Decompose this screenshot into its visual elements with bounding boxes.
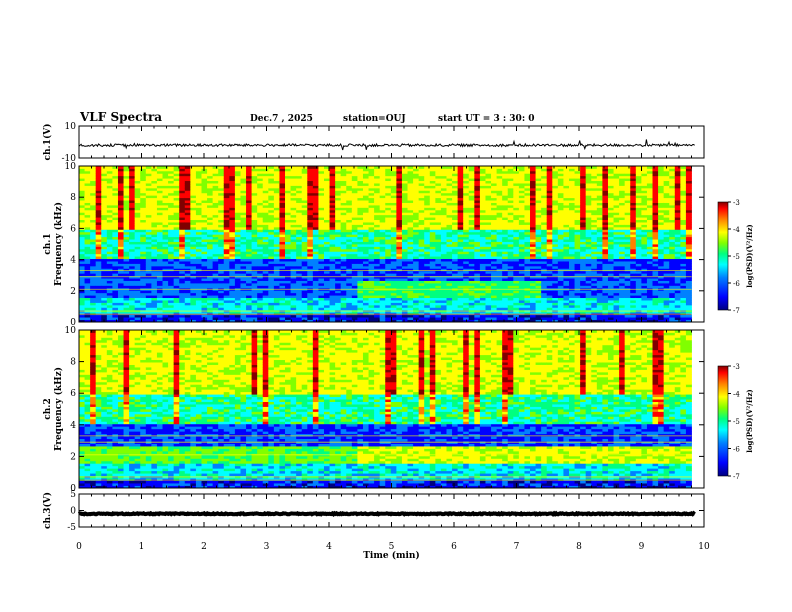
xaxis-tick-label: 0: [76, 542, 82, 552]
ch2-spectrogram-ylabel: ch.2: [43, 398, 53, 419]
ch2-spectrogram-cells: [79, 330, 692, 489]
station-label: station=OUJ: [343, 114, 406, 124]
ch1-spectrogram-ytick-label: 0: [70, 318, 76, 328]
xaxis-tick-label: 4: [326, 542, 332, 552]
ch1-waveform-trace: [78, 139, 695, 151]
ch2-spectrogram-colorbar: [717, 365, 729, 477]
ch2-spectrogram-colorbar-tick-label: -5: [733, 418, 740, 426]
date-label: Dec.7 , 2025: [250, 114, 313, 124]
ch1-spectrogram-colorbar-label: log(PSD)(V²/Hz): [745, 224, 754, 288]
ch3-waveform-ylabel: ch.3(V): [42, 492, 53, 529]
xaxis-tick-label: 1: [139, 542, 145, 552]
ch1-spectrogram-colorbar: [717, 201, 729, 311]
ch1-spectrogram-ylabel: Frequency (kHz): [53, 202, 64, 286]
ch1-spectrogram-ylabel: ch.1: [43, 233, 53, 254]
ch2-spectrogram-colorbar-tick-label: -4: [733, 391, 740, 399]
ch1-spectrogram-ytick-label: 10: [65, 162, 77, 172]
ch1-spectrogram-ytick-label: 6: [70, 224, 76, 234]
xaxis-tick-label: 3: [264, 542, 270, 552]
ch1-spectrogram-colorbar-tick-label: -3: [733, 199, 740, 207]
ch2-spectrogram-ytick-label: 8: [70, 358, 76, 368]
ch1-spectrogram-colorbar-tick-label: -7: [733, 307, 740, 315]
ch3-waveform-ytick-label: -5: [67, 523, 76, 533]
start-time-label: start UT = 3 : 30: 0: [438, 114, 535, 124]
ch1-spectrogram-colorbar-tick-label: -6: [733, 280, 740, 288]
ch1-waveform-ylabel: ch.1(V): [42, 124, 53, 161]
xaxis-tick-label: 7: [514, 542, 520, 552]
xaxis-tick-label: 10: [698, 542, 710, 552]
ch2-spectrogram-colorbar-tick-label: -3: [733, 363, 740, 371]
ch3-waveform-ytick-label: 5: [70, 490, 76, 500]
ch2-spectrogram-colorbar-label: log(PSD)(V²/Hz): [745, 389, 754, 453]
chart-title: VLF Spectra: [80, 110, 163, 124]
xaxis-tick-label: 8: [576, 542, 582, 552]
ch1-spectrogram-ytick-label: 2: [70, 287, 76, 297]
ch2-spectrogram-ytick-label: 4: [70, 421, 76, 431]
ch1-spectrogram-cells: [79, 166, 692, 323]
ch1-waveform-ytick-label: 10: [65, 122, 77, 132]
ch2-spectrogram-colorbar-tick-label: -6: [733, 446, 740, 454]
ch1-spectrogram-ytick-label: 4: [70, 256, 76, 266]
ch1-spectrogram-colorbar-tick-label: -4: [733, 226, 740, 234]
ch2-spectrogram-ytick-label: 10: [65, 326, 77, 336]
ch3-waveform-trace: [77, 510, 696, 517]
ch3-waveform-ytick-label: 0: [70, 507, 76, 517]
ch2-spectrogram-colorbar-tick-label: -7: [733, 473, 740, 481]
xaxis-tick-label: 5: [389, 542, 395, 552]
ch1-spectrogram-ytick-label: 8: [70, 193, 76, 203]
xaxis-tick-label: 9: [639, 542, 645, 552]
xaxis-tick-label: 6: [451, 542, 457, 552]
ch2-spectrogram-ylabel: Frequency (kHz): [53, 367, 64, 451]
ch2-spectrogram-ytick-label: 0: [70, 484, 76, 494]
ch1-spectrogram-colorbar-tick-label: -5: [733, 253, 740, 261]
ch2-spectrogram-ytick-label: 6: [70, 389, 76, 399]
xaxis-tick-label: 2: [201, 542, 207, 552]
ch2-spectrogram-ytick-label: 2: [70, 452, 76, 462]
ch1-waveform-ytick-label: -10: [62, 154, 77, 164]
xaxis-label: Time (min): [363, 550, 420, 561]
